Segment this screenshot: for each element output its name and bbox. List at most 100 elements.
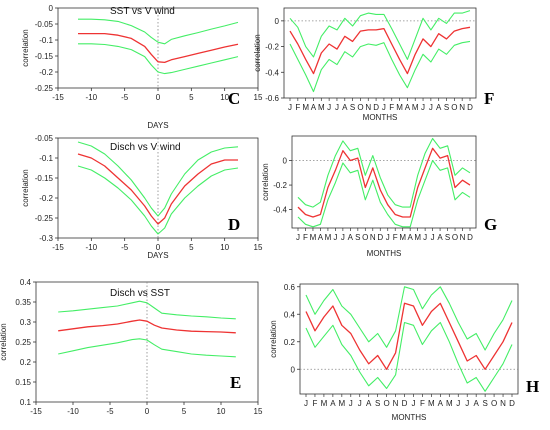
x-tick-label: -10 — [67, 407, 79, 416]
series-line-lower — [77, 165, 239, 235]
y-axis-label: correlation — [261, 163, 270, 200]
panel-title: SST vs V wind — [110, 6, 175, 17]
series-line-mean — [297, 147, 471, 218]
y-axis-label: correlation — [0, 323, 8, 360]
x-tick-label: -15 — [30, 407, 42, 416]
month-tick-label: A — [311, 103, 317, 112]
series-line-lower — [305, 321, 513, 392]
month-tick-label: M — [412, 103, 419, 112]
month-tick-label: J — [382, 103, 386, 112]
month-tick-label: F — [313, 399, 318, 408]
y-tick-label: 0.6 — [284, 283, 296, 292]
panel-d: -0.05 -0.1 -0.15 -0.2 -0.25 -0.3-15 -10 -5 0 5 10 1… — [21, 134, 263, 260]
y-tick-label: 0.2 — [20, 358, 32, 367]
x-tick-label: -15 — [52, 243, 64, 252]
month-tick-label: J — [304, 399, 308, 408]
x-tick-label: 15 — [254, 407, 263, 416]
x-axis-label: MONTHS — [367, 249, 402, 258]
y-tick-label: -0.25 — [35, 84, 54, 93]
y-tick-label: -0.4 — [273, 206, 287, 215]
series-line-upper — [77, 141, 239, 217]
month-tick-label: M — [428, 399, 435, 408]
series-line-mean — [289, 26, 471, 75]
x-tick-label: -5 — [121, 93, 129, 102]
panel-h: 0.60.40.20J F M A M J J A S O N D J F M A M J J A S O N DMONTHS… — [269, 283, 539, 422]
panel-title: Disch vs V wind — [110, 142, 181, 153]
panel-letter: G — [484, 215, 497, 234]
month-tick-label: J — [358, 399, 362, 408]
y-tick-label: -0.1 — [39, 154, 53, 163]
month-tick-label: O — [451, 103, 457, 112]
panel-title: Disch vs SST — [110, 288, 170, 299]
month-tick-label: F — [420, 399, 425, 408]
month-tick-label: S — [482, 399, 487, 408]
month-tick-label: N — [393, 399, 399, 408]
y-tick-label: 0.2 — [284, 338, 296, 347]
plot-frame — [299, 283, 519, 395]
y-tick-label: 0 — [291, 365, 296, 374]
month-tick-label: D — [377, 233, 383, 242]
month-tick-label: J — [386, 233, 390, 242]
y-tick-label: -0.2 — [39, 194, 53, 203]
panel-letter: F — [484, 89, 494, 108]
series-line-upper — [78, 18, 239, 45]
month-tick-label: F — [303, 233, 308, 242]
panel-letter: D — [228, 215, 240, 234]
y-axis-label: correlation — [269, 320, 278, 357]
month-tick-label: O — [452, 233, 458, 242]
y-tick-label: -0.6 — [265, 94, 279, 103]
month-tick-label: A — [318, 233, 324, 242]
x-tick-label: 0 — [156, 93, 161, 102]
month-tick-label: J — [327, 103, 331, 112]
month-tick-label: M — [338, 399, 345, 408]
month-tick-label: A — [342, 103, 348, 112]
month-tick-label: J — [288, 103, 292, 112]
panel-c: 0 -0.05 -0.1 -0.15 -0.2 -0.25-15 -10 -5 0 5 10 15 SS… — [21, 4, 263, 130]
y-tick-label: -0.2 — [39, 68, 53, 77]
month-tick-label: M — [399, 233, 406, 242]
month-tick-label: A — [436, 103, 442, 112]
y-tick-label: 0 — [49, 4, 54, 13]
x-tick-label: 15 — [254, 243, 263, 252]
x-tick-label: -5 — [106, 407, 114, 416]
month-tick-label: M — [396, 103, 403, 112]
month-tick-label: J — [421, 103, 425, 112]
month-tick-label: S — [375, 399, 380, 408]
x-tick-label: 0 — [156, 243, 161, 252]
month-tick-label: A — [408, 233, 414, 242]
month-tick-label: J — [411, 399, 415, 408]
y-tick-label: -0.2 — [265, 43, 279, 52]
month-tick-label: M — [414, 233, 421, 242]
month-tick-label: J — [335, 103, 339, 112]
month-tick-label: F — [295, 103, 300, 112]
month-tick-label: S — [444, 103, 449, 112]
month-tick-label: D — [373, 103, 379, 112]
month-tick-label: N — [459, 103, 465, 112]
month-tick-label: J — [431, 233, 435, 242]
month-tick-label: J — [333, 233, 337, 242]
series-line-lower — [58, 338, 236, 358]
month-tick-label: M — [446, 399, 453, 408]
y-tick-label: -0.15 — [35, 174, 54, 183]
y-tick-label: 0.3 — [20, 318, 32, 327]
x-tick-label: 0 — [145, 407, 150, 416]
month-tick-label: J — [465, 399, 469, 408]
x-axis-label: DAYS — [147, 251, 168, 260]
y-tick-label: -0.15 — [35, 52, 54, 61]
x-tick-label: -15 — [52, 93, 64, 102]
x-axis-label: DAYS — [147, 121, 168, 130]
y-tick-label: -0.1 — [39, 36, 53, 45]
month-tick-label: N — [500, 399, 506, 408]
month-tick-label: A — [438, 399, 444, 408]
x-axis-label: MONTHS — [392, 413, 427, 422]
series-line-mean — [305, 302, 513, 370]
series-line-lower — [78, 43, 239, 75]
y-tick-label: 0.15 — [15, 378, 31, 387]
month-tick-label: D — [509, 399, 515, 408]
panel-letter: H — [526, 377, 539, 396]
plot-frame — [291, 135, 477, 229]
month-tick-label: O — [357, 103, 363, 112]
month-tick-label: J — [296, 233, 300, 242]
series-line-upper — [297, 137, 471, 208]
